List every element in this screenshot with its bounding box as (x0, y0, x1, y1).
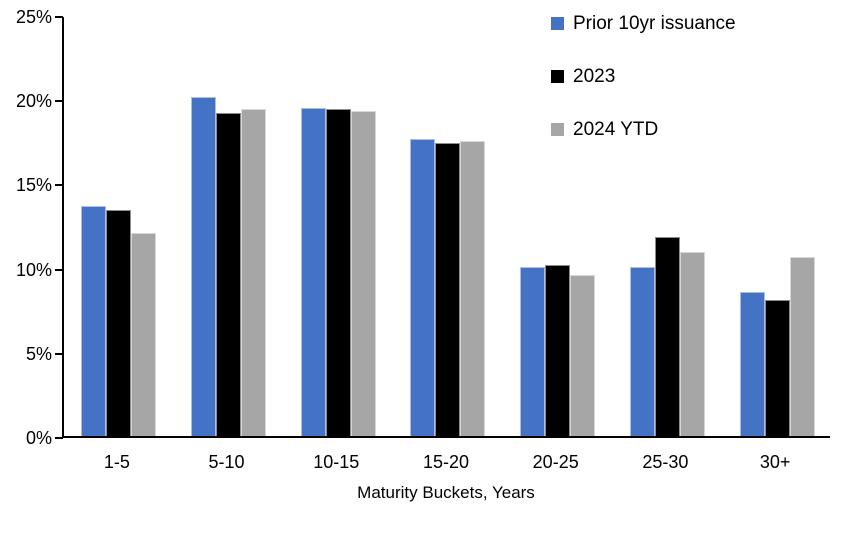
y-axis-tick-label: 25% (15, 7, 52, 27)
bar-group-1-5 (64, 17, 174, 436)
y-axis-tick (55, 352, 63, 355)
x-axis-category-label: 1-5 (103, 452, 130, 472)
bar-group-5-10 (174, 17, 284, 436)
bar-2024-ytd-30+ (789, 256, 815, 436)
legend-label: 2023 (573, 65, 616, 87)
legend-label: 2024 YTD (573, 118, 659, 140)
y-axis-tick-label: 20% (15, 91, 52, 112)
y-axis-tick-label: 10% (15, 259, 52, 280)
x-axis-category-label: 5-10 (208, 452, 245, 472)
bar-prior-10yr-issuance-5-10 (191, 97, 217, 436)
bar-group-25-30 (613, 17, 723, 436)
y-axis-tick (55, 437, 63, 439)
x-axis-category-label: 30+ (759, 452, 791, 472)
legend: Prior 10yr issuance 2023 2024 YTD (551, 10, 736, 169)
x-axis-title: Maturity Buckets, Years (357, 483, 535, 502)
legend-label: Prior 10yr issuance (573, 12, 736, 34)
bar-2023-10-15 (325, 109, 351, 436)
legend-swatch-icon (551, 70, 564, 83)
plot-area (55, 16, 832, 439)
bar-2023-30+ (764, 300, 790, 436)
bar-prior-10yr-issuance-15-20 (410, 139, 436, 436)
bar-2023-15-20 (435, 142, 461, 436)
bar-2023-5-10 (216, 112, 242, 436)
x-axis-category-label: 20-25 (532, 452, 579, 472)
bar-2023-25-30 (654, 236, 680, 436)
legend-swatch-icon (551, 123, 564, 136)
x-axis-category-label: 15-20 (422, 452, 470, 472)
bar-prior-10yr-issuance-1-5 (81, 206, 107, 436)
y-axis-tick (55, 184, 63, 187)
y-axis-tick-label: 0% (25, 428, 52, 448)
y-axis-tick (55, 16, 63, 18)
bar-prior-10yr-issuance-25-30 (629, 266, 655, 436)
legend-swatch-icon (551, 17, 564, 30)
y-axis-tick (55, 100, 63, 103)
bar-group-15-20 (393, 17, 503, 436)
bar-group-20-25 (503, 17, 613, 436)
legend-item-2024-ytd: 2024 YTD (551, 116, 736, 143)
bar-2023-20-25 (545, 265, 571, 436)
x-axis-category-label: 10-15 (313, 452, 360, 472)
x-axis-category-label: 25-30 (642, 452, 689, 472)
legend-item-2023: 2023 (551, 63, 736, 90)
bar-2024-ytd-1-5 (131, 233, 157, 436)
bar-2024-ytd-20-25 (570, 275, 596, 436)
bar-2023-1-5 (106, 209, 132, 436)
y-axis-tick-label: 15% (15, 175, 52, 196)
bar-prior-10yr-issuance-10-15 (300, 107, 326, 436)
bar-2024-ytd-25-30 (679, 251, 705, 436)
bar-prior-10yr-issuance-30+ (739, 291, 765, 436)
bar-group-10-15 (283, 17, 393, 436)
bar-prior-10yr-issuance-20-25 (520, 266, 546, 436)
bar-2024-ytd-10-15 (350, 110, 376, 436)
bar-group-30+ (722, 17, 832, 436)
legend-item-prior-10yr-issuance: Prior 10yr issuance (551, 10, 736, 37)
bar-2024-ytd-5-10 (241, 109, 267, 436)
y-axis-tick-label: 5% (25, 343, 52, 364)
bar-2024-ytd-15-20 (460, 141, 486, 436)
y-axis-tick (55, 268, 63, 271)
